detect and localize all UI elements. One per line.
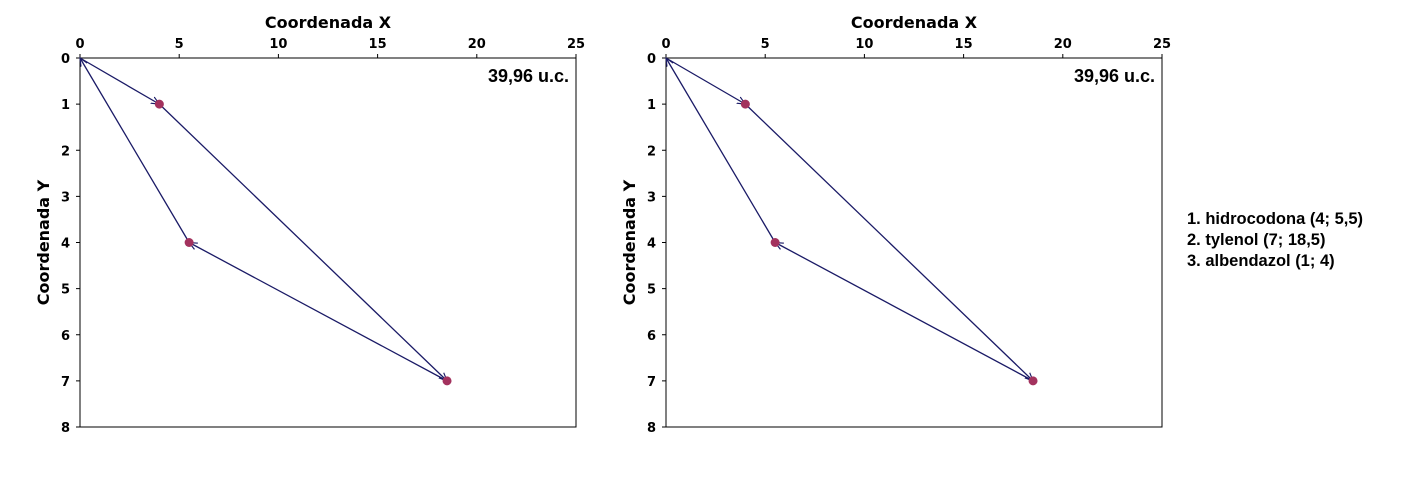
x-tick-label: 20 [1054, 37, 1072, 52]
y-tick-label: 6 [61, 329, 70, 344]
y-tick-label: 8 [61, 421, 70, 436]
y-tick-label: 5 [647, 283, 656, 298]
y-tick-label: 3 [647, 190, 656, 205]
x-tick-label: 0 [661, 37, 670, 52]
route-arrow-2 [744, 103, 1033, 381]
data-point-2 [442, 376, 452, 386]
route-arrow-2 [158, 103, 447, 381]
data-point-1 [154, 99, 164, 109]
x-tick-label: 0 [75, 37, 84, 52]
chart-panel-2: 0 5 10 15 20 25 0 1 2 3 4 5 6 7 8 Coordenada X Coordenad… [620, 13, 1171, 436]
y-tick-label: 3 [61, 190, 70, 205]
y-tick-label: 8 [647, 421, 656, 436]
legend-item-3: 3. albendazol (1; 4) [1187, 252, 1335, 270]
x-tick-label: 15 [955, 37, 973, 52]
legend-item-2: 2. tylenol (7; 18,5) [1187, 231, 1326, 249]
y-tick-label: 4 [647, 237, 656, 252]
y-tick-label: 4 [61, 237, 70, 252]
y-tick-label: 0 [61, 52, 70, 67]
x-tick-label: 20 [468, 37, 486, 52]
distance-annotation: 39,96 u.c. [488, 66, 569, 86]
data-point-1 [740, 99, 750, 109]
x-tick-label: 10 [269, 37, 287, 52]
y-tick-label: 0 [647, 52, 656, 67]
x-tick-label: 5 [761, 37, 770, 52]
x-tick-label: 25 [567, 37, 585, 52]
y-tick-label: 2 [61, 144, 70, 159]
y-tick-label: 1 [647, 98, 656, 113]
y-tick-label: 6 [647, 329, 656, 344]
route-arrow-3 [775, 243, 1034, 382]
route-arrow-1 [79, 57, 159, 104]
x-tick-label: 5 [175, 37, 184, 52]
y-tick-label: 2 [647, 144, 656, 159]
route-arrow-4 [80, 58, 190, 243]
data-point-2 [1028, 376, 1038, 386]
legend: 1. hidrocodona (4; 5,5) 2. tylenol (7; 1… [1187, 209, 1363, 272]
route-arrow-4 [666, 58, 776, 243]
x-tick-label: 15 [369, 37, 387, 52]
y-axis-label: Coordenada Y [34, 179, 53, 305]
route-arrow-1 [665, 57, 745, 104]
route-arrow-3 [189, 243, 448, 382]
plot-frame [79, 57, 577, 428]
y-tick-label: 5 [61, 283, 70, 298]
data-point-3 [184, 238, 194, 247]
y-tick-label: 7 [61, 375, 70, 390]
legend-item-1: 1. hidrocodona (4; 5,5) [1187, 210, 1364, 228]
plot-frame [665, 57, 1163, 428]
data-point-3 [770, 238, 780, 247]
y-tick-label: 1 [61, 98, 70, 113]
x-tick-label: 25 [1153, 37, 1171, 52]
x-axis-label: Coordenada X [851, 13, 978, 32]
chart-panel-1: 0 5 10 15 20 25 0 1 2 3 4 5 6 7 8 Coordenada X Coordenad… [34, 13, 585, 436]
y-tick-label: 7 [647, 375, 656, 390]
x-tick-label: 10 [855, 37, 873, 52]
distance-annotation: 39,96 u.c. [1074, 66, 1155, 86]
y-axis-label: Coordenada Y [620, 179, 639, 305]
x-axis-label: Coordenada X [265, 13, 392, 32]
